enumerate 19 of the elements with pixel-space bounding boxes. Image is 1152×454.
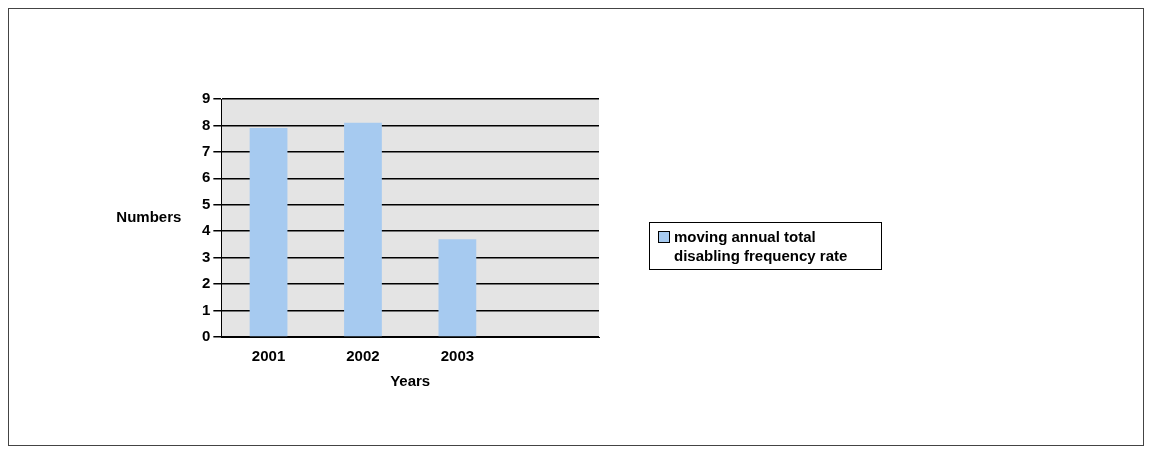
y-tick-label: 6 xyxy=(202,168,211,186)
bar xyxy=(344,122,382,337)
y-tick-label: 7 xyxy=(202,142,211,160)
bar xyxy=(438,239,477,337)
x-axis-title: Years xyxy=(390,372,431,390)
y-tick-label: 9 xyxy=(202,89,211,107)
y-tick-label: 5 xyxy=(202,194,211,212)
y-tick-label: 2 xyxy=(202,274,211,292)
legend-label: moving annual total disabling frequency rate xyxy=(674,227,849,265)
y-axis-title: Numbers xyxy=(116,208,182,226)
bar xyxy=(249,128,288,337)
y-tick-label: 0 xyxy=(202,327,211,345)
y-tick-label: 4 xyxy=(202,221,211,239)
x-tick-label: 2002 xyxy=(346,347,380,365)
y-tick-label: 8 xyxy=(202,115,211,133)
y-tick-label: 1 xyxy=(202,300,211,318)
x-tick-label: 2003 xyxy=(440,347,475,365)
x-tick-label: 2001 xyxy=(251,347,286,365)
y-tick-label: 3 xyxy=(202,247,211,265)
